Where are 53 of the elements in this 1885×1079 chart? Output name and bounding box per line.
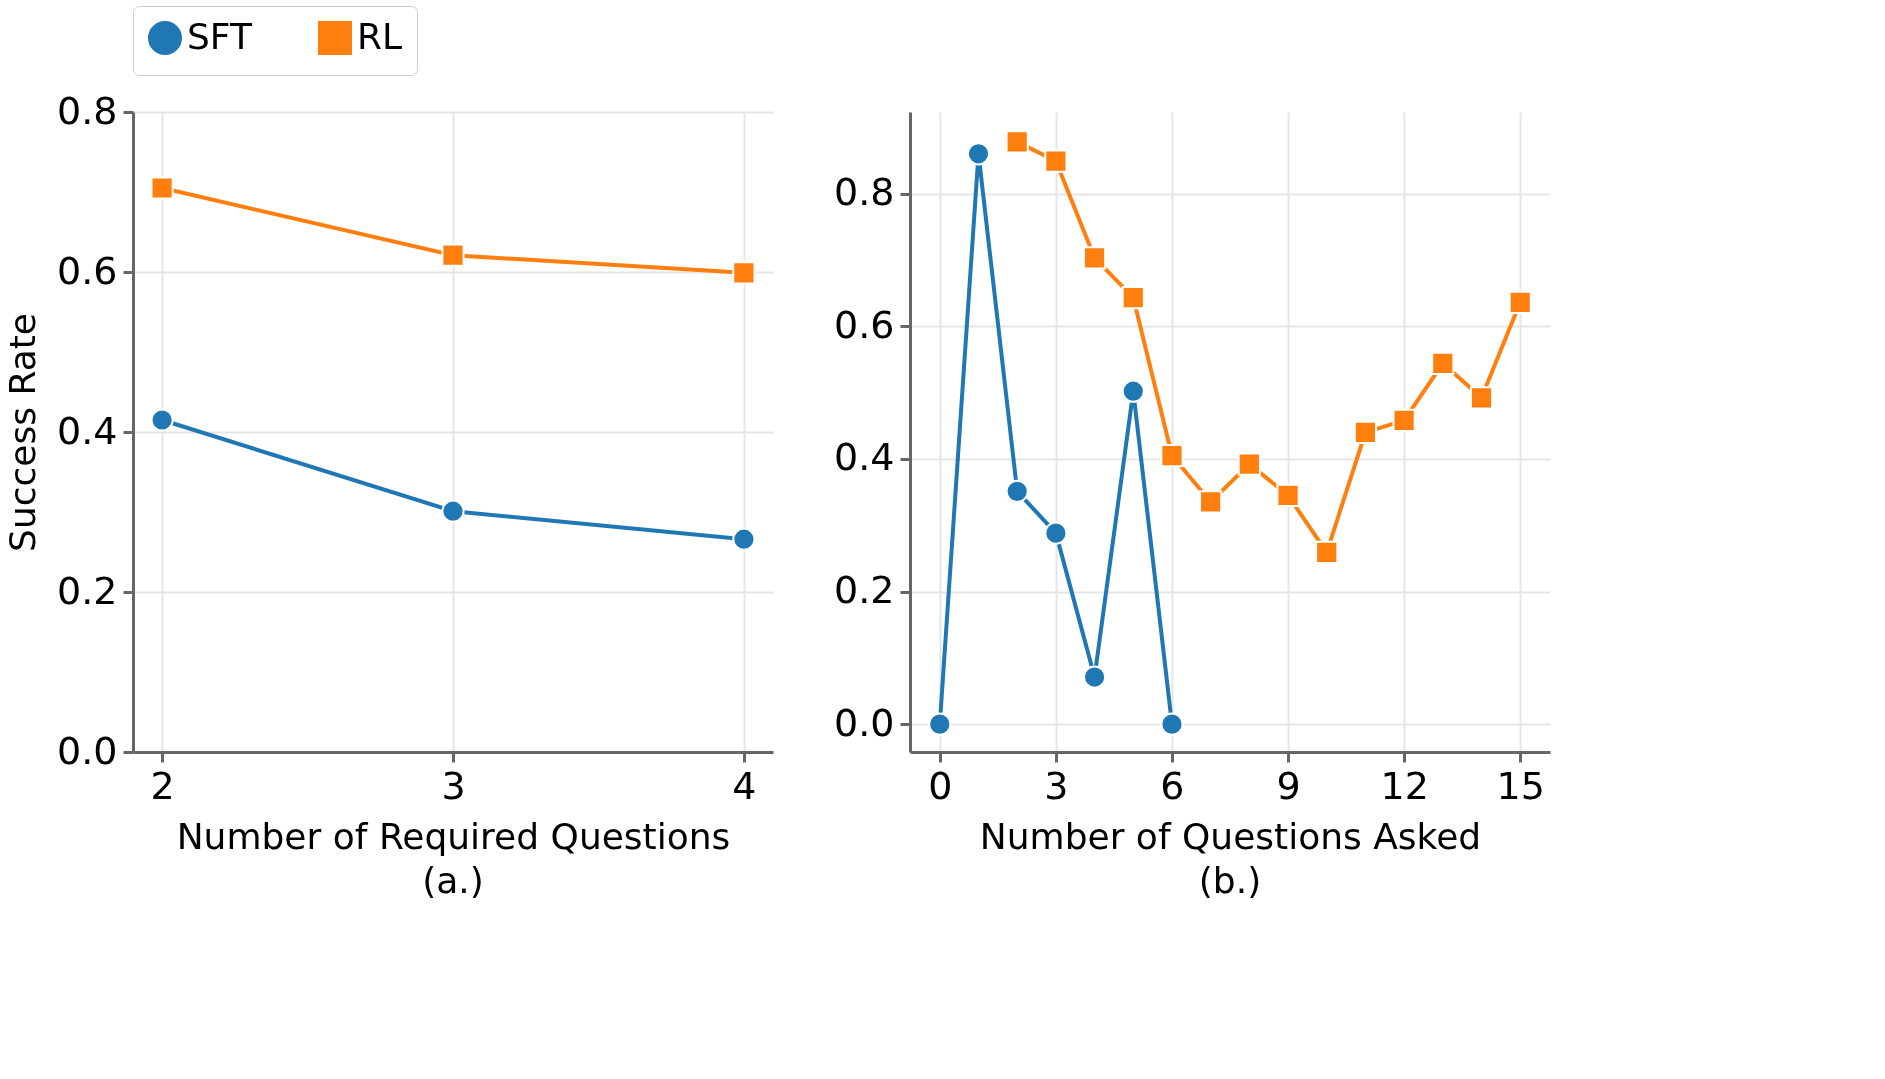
y-tick-label: 0.0 — [834, 700, 895, 745]
y-tick-label: 0.6 — [57, 248, 118, 293]
point — [1508, 290, 1532, 314]
point — [1082, 665, 1107, 689]
y-tick-label: 0.6 — [834, 302, 895, 347]
legend-label: SFT — [187, 16, 253, 57]
x-tick-label: 2 — [150, 763, 175, 808]
y-tick-label: 0.8 — [57, 88, 118, 133]
y-tick-label: 0.0 — [57, 728, 118, 773]
x-tick-label: 0 — [928, 763, 953, 808]
point — [1121, 286, 1145, 310]
point — [1431, 351, 1455, 375]
point — [928, 712, 952, 736]
y-tick-label: 0.2 — [57, 568, 118, 613]
text: (a.) — [422, 860, 484, 901]
point — [1315, 540, 1339, 564]
x-tick-label: 3 — [441, 763, 466, 808]
x-tick-label: 6 — [1160, 763, 1185, 808]
point — [1005, 130, 1029, 154]
point — [1237, 452, 1261, 476]
point — [1160, 443, 1184, 468]
point — [966, 142, 991, 166]
point — [732, 527, 756, 551]
y-tick-label: 0.2 — [834, 568, 895, 612]
y-tick-label: 0.4 — [57, 408, 118, 453]
legend-label: RL — [357, 16, 403, 57]
x-tick-label: 9 — [1276, 763, 1301, 808]
point — [1160, 712, 1184, 736]
x-tick-label: 12 — [1380, 763, 1429, 808]
point — [1392, 408, 1416, 432]
x-axis-title: Number of Questions Asked — [979, 815, 1482, 857]
point — [150, 176, 174, 200]
x-tick-label: 4 — [732, 763, 757, 808]
point — [732, 261, 756, 285]
point — [1005, 479, 1029, 503]
point — [1353, 420, 1378, 444]
point — [1082, 246, 1107, 270]
point — [1276, 483, 1300, 507]
point — [441, 499, 465, 523]
point — [150, 408, 174, 432]
y-axis-title: Success Rate — [2, 313, 44, 552]
point — [1469, 386, 1494, 410]
y-tick-label: 0.8 — [834, 170, 895, 215]
point — [1199, 490, 1223, 514]
point — [1121, 379, 1145, 403]
x-axis-title: Number of Required Questions — [176, 815, 731, 857]
x-tick-label: 15 — [1496, 763, 1545, 808]
point — [1044, 149, 1068, 173]
text: (b.) — [1198, 860, 1262, 901]
point — [441, 243, 465, 267]
x-tick-label: 3 — [1044, 763, 1069, 808]
point — [1044, 521, 1068, 545]
y-tick-label: 0.4 — [834, 435, 895, 480]
